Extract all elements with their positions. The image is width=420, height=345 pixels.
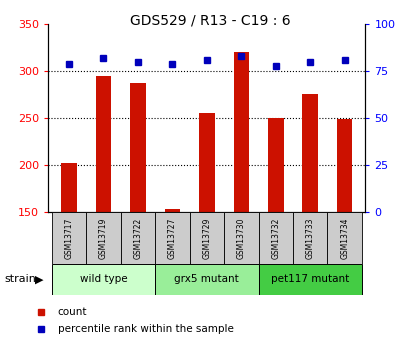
Bar — [259, 212, 293, 264]
Text: GSM13733: GSM13733 — [306, 217, 315, 259]
Bar — [302, 94, 318, 345]
Text: strain: strain — [4, 275, 36, 284]
Text: wild type: wild type — [80, 275, 127, 284]
Text: GSM13717: GSM13717 — [65, 217, 73, 259]
Bar — [189, 212, 224, 264]
Bar — [165, 209, 180, 345]
Bar — [259, 264, 362, 295]
Bar — [86, 212, 121, 264]
Bar — [328, 212, 362, 264]
Text: GSM13727: GSM13727 — [168, 217, 177, 259]
Text: GDS529 / R13 - C19 : 6: GDS529 / R13 - C19 : 6 — [130, 14, 290, 28]
Text: percentile rank within the sample: percentile rank within the sample — [58, 325, 234, 334]
Bar — [337, 119, 352, 345]
Text: count: count — [58, 307, 87, 317]
Bar — [224, 212, 259, 264]
Bar — [121, 212, 155, 264]
Text: GSM13730: GSM13730 — [237, 217, 246, 259]
Bar — [155, 264, 259, 295]
Text: GSM13722: GSM13722 — [134, 217, 142, 259]
Bar — [268, 118, 284, 345]
Bar — [130, 83, 146, 345]
Bar — [52, 212, 86, 264]
Text: grx5 mutant: grx5 mutant — [174, 275, 239, 284]
Text: pet117 mutant: pet117 mutant — [271, 275, 349, 284]
Bar — [96, 76, 111, 345]
Bar — [199, 114, 215, 345]
Text: GSM13732: GSM13732 — [271, 217, 280, 259]
Bar — [52, 264, 155, 295]
Bar — [61, 163, 77, 345]
Bar — [155, 212, 189, 264]
Text: ▶: ▶ — [35, 275, 44, 284]
Text: GSM13719: GSM13719 — [99, 217, 108, 259]
Bar — [293, 212, 328, 264]
Text: GSM13734: GSM13734 — [340, 217, 349, 259]
Bar — [234, 52, 249, 345]
Text: GSM13729: GSM13729 — [202, 217, 211, 259]
